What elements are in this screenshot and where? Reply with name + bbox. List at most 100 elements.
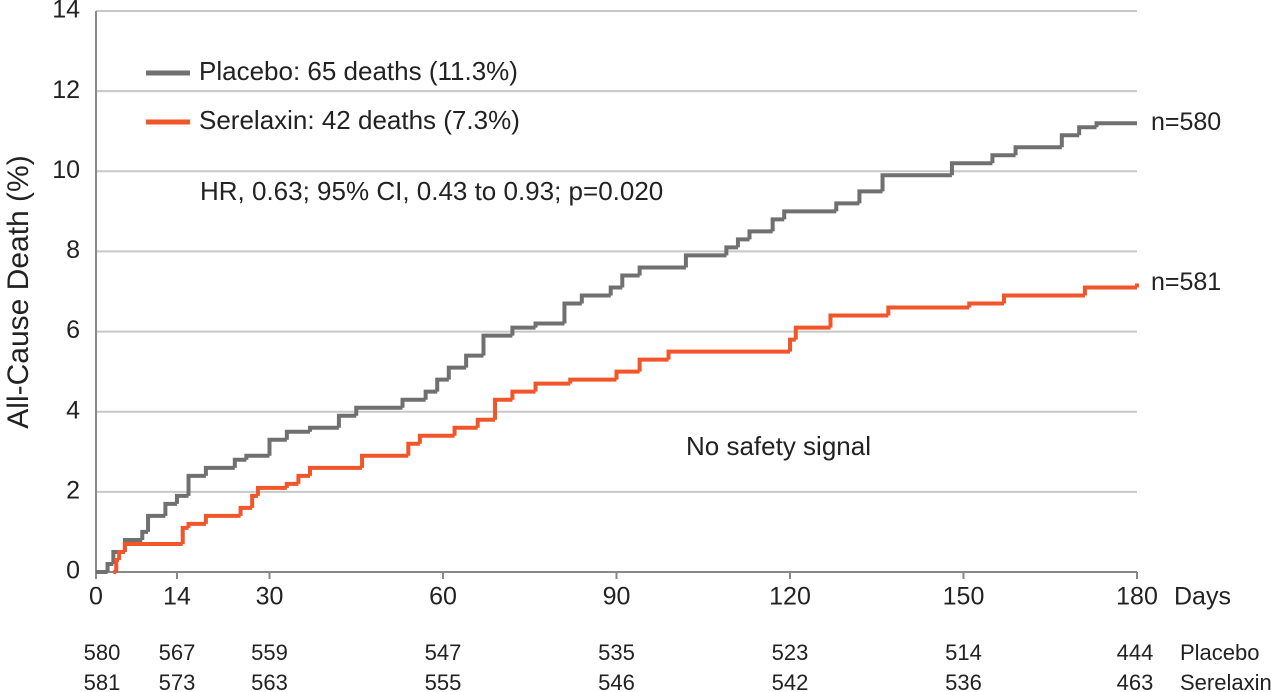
x-tick-label: 14 [163, 583, 191, 611]
step-segment [834, 201, 860, 212]
x-tick-label: 90 [603, 583, 631, 611]
at-risk-count: 567 [159, 640, 196, 665]
at-risk-count: 559 [251, 640, 288, 665]
step-segment [857, 189, 883, 204]
step-segment [510, 325, 536, 336]
step-segment [307, 465, 363, 476]
step-segment [250, 493, 258, 508]
step-segment [770, 217, 785, 232]
step-segment [788, 337, 796, 352]
end-label: n=580 [1151, 108, 1221, 136]
y-tick-label: 14 [52, 0, 80, 24]
step-segment [267, 437, 287, 456]
step-segment [423, 389, 438, 400]
step-segment [562, 301, 582, 324]
step-segment [990, 153, 1016, 164]
at-risk-count: 546 [598, 670, 635, 692]
at-risk-count: 580 [84, 640, 121, 665]
step-segment [284, 481, 299, 488]
at-risk-count: 563 [251, 670, 288, 692]
x-tick-label: 180 [1116, 583, 1158, 611]
step-segment [614, 369, 640, 380]
step-segment [1082, 285, 1137, 296]
legend-label: Serelaxin: 42 deaths (7.3%) [199, 105, 520, 135]
step-segment [435, 377, 449, 392]
step-segment [1013, 145, 1062, 156]
end-label: n=581 [1151, 268, 1221, 296]
y-tick-label: 10 [52, 156, 80, 184]
step-segment [620, 273, 640, 288]
step-segment [949, 161, 993, 176]
at-risk-count: 514 [945, 640, 982, 665]
at-risk-count: 535 [598, 640, 635, 665]
at-risk-count: 581 [84, 670, 121, 692]
at-risk-count: 547 [425, 640, 462, 665]
step-segment [510, 389, 536, 400]
x-tick-label: 0 [89, 583, 103, 611]
step-segment [481, 333, 513, 356]
at-risk-count: 463 [1117, 670, 1154, 692]
at-risk-count: 444 [1117, 640, 1154, 665]
step-segment [203, 513, 241, 524]
at-risk-count: 573 [159, 670, 196, 692]
step-segment [117, 549, 125, 560]
step-segment [464, 353, 484, 368]
y-tick-label: 6 [66, 316, 80, 344]
series-line [113, 283, 1139, 574]
y-tick-label: 0 [66, 557, 80, 585]
x-tick-label: 30 [256, 583, 284, 611]
step-segment [637, 357, 669, 372]
step-segment [186, 521, 206, 528]
step-segment [533, 381, 571, 392]
step-segment [307, 425, 339, 432]
step-segment [475, 417, 496, 428]
step-segment [296, 473, 310, 484]
step-segment [452, 425, 478, 436]
step-segment [122, 541, 183, 552]
step-segment [782, 209, 837, 220]
step-segment [493, 397, 513, 420]
at-risk-count: 542 [772, 670, 809, 692]
series-line [96, 121, 1137, 574]
step-segment [886, 305, 970, 316]
step-segment [533, 321, 565, 328]
step-segment [354, 405, 403, 416]
step-segment [446, 365, 467, 380]
y-axis-label: All-Cause Death (%) [2, 155, 35, 428]
step-segment [1077, 125, 1097, 136]
step-segment [828, 313, 889, 328]
step-segment [180, 525, 189, 544]
step-segment [203, 465, 235, 476]
step-segment [579, 293, 611, 304]
step-segment [360, 453, 409, 468]
step-segment [140, 529, 149, 540]
legend-label: Placebo: 65 deaths (11.3%) [199, 56, 518, 86]
annotation: HR, 0.63; 95% CI, 0.43 to 0.93; p=0.020 [200, 176, 663, 206]
step-segment [747, 229, 773, 240]
step-segment [666, 349, 790, 360]
step-segment [186, 473, 206, 496]
y-tick-label: 8 [66, 236, 80, 264]
step-segment [255, 485, 287, 496]
y-tick-label: 4 [66, 396, 80, 424]
step-segment [793, 325, 831, 340]
step-segment [735, 237, 750, 248]
x-axis-label: Days [1174, 583, 1231, 611]
step-segment [417, 433, 455, 444]
at-risk-count: 523 [772, 640, 809, 665]
step-segment [1094, 121, 1137, 128]
at-risk-count: 536 [945, 670, 982, 692]
at-risk-label: Serelaxin [1180, 670, 1272, 692]
x-tick-label: 60 [429, 583, 457, 611]
step-segment [174, 493, 189, 504]
step-segment [1059, 133, 1080, 148]
step-segment [724, 245, 738, 256]
step-segment [637, 265, 686, 276]
step-segment [608, 285, 623, 296]
step-segment [400, 397, 426, 408]
step-segment [568, 377, 617, 384]
step-segment [406, 441, 420, 456]
step-segment [284, 429, 310, 440]
step-segment [122, 537, 143, 552]
